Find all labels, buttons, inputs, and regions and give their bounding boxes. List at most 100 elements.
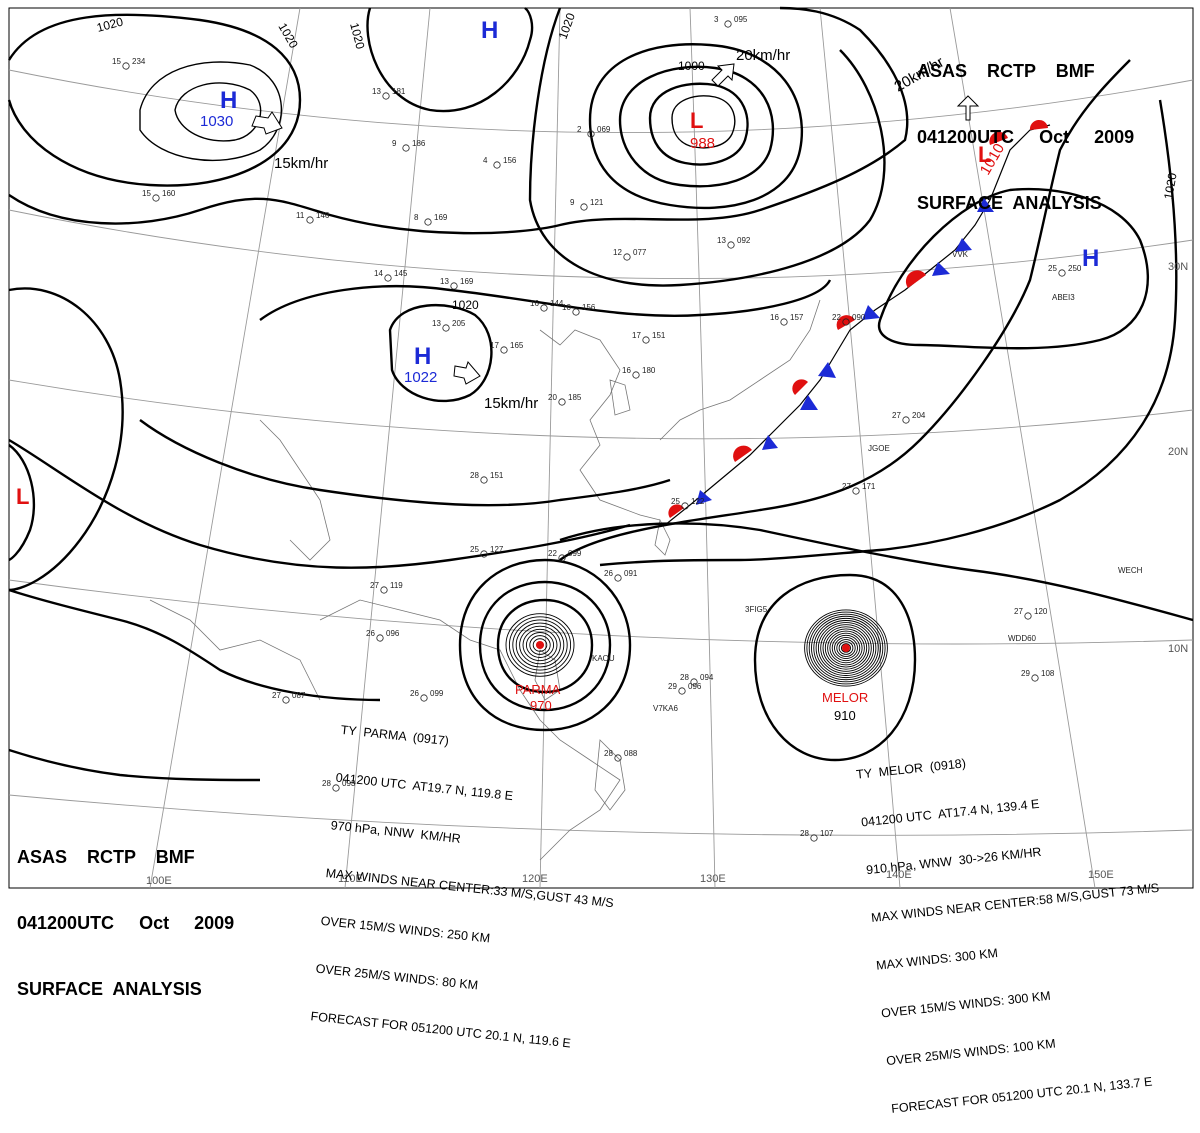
station-circle-icon <box>1031 674 1039 682</box>
typhoon-isobar-ring <box>813 617 879 679</box>
station-plot: 17 165 <box>490 341 524 354</box>
isobar-labels: 1020 1020 1020 1020 1000 1020 1020 <box>95 11 1179 312</box>
header-subtitle: SURFACE ANALYSIS <box>917 193 1102 213</box>
typhoon-25ms-radius: OVER 25M/S WINDS: 80 KM <box>315 961 479 993</box>
typhoon-parma-info: TY PARMA (0917) 041200 UTC AT19.7 N, 119… <box>308 690 633 1070</box>
station-circle-icon <box>558 398 566 406</box>
station-pressure: 205 <box>452 319 466 328</box>
typhoon-isobar-ring <box>515 622 565 668</box>
station-plot: 10 156 <box>562 303 596 316</box>
station-pressure: 156 <box>582 303 596 312</box>
header-datetime: 041200UTC Oct 2009 <box>917 127 1135 147</box>
station-plot: 27 120 <box>1014 607 1048 620</box>
station-temperature: 27 <box>892 411 901 420</box>
station-pressure: 250 <box>1068 264 1082 273</box>
low-center-marker: L <box>978 142 991 167</box>
isobar-label: 1020 <box>452 298 479 312</box>
station-temperature: 12 <box>613 248 622 257</box>
high-center-marker: H <box>481 17 498 44</box>
station-temperature: 8 <box>414 213 419 222</box>
station-plot: 25 122 <box>671 497 705 510</box>
station-circle-icon <box>500 346 508 354</box>
typhoon-isobar-ring <box>529 635 551 655</box>
station-plot: 27 119 <box>370 581 403 594</box>
station-plot: 3 095 <box>714 15 748 28</box>
station-temperature: 28 <box>470 471 479 480</box>
station-circle-icon <box>587 130 595 138</box>
typhoon-pressure-movement: 910 hPa, WNW 30->26 KM/HR <box>865 844 1043 878</box>
isobar-label: 1000 <box>678 59 705 73</box>
typhoon-forecast: FORECAST FOR 051200 UTC 20.1 N, 119.6 E <box>309 1009 572 1051</box>
station-pressure: 146 <box>316 211 330 220</box>
station-plot: 17 151 <box>632 331 666 344</box>
lon-label: 110E <box>338 873 363 885</box>
coastlines <box>149 299 821 861</box>
station-id: VVK <box>952 250 969 259</box>
station-plot: 12 077 <box>613 248 647 261</box>
typhoon-isobar-ring <box>519 625 561 665</box>
stationary-front <box>664 119 1051 526</box>
typhoon-15ms-radius: OVER 15M/S WINDS: 250 KM <box>320 913 491 946</box>
warm-front-semicircle <box>668 504 684 518</box>
station-pressure: 108 <box>1041 669 1055 678</box>
station-temperature: 3 <box>714 15 719 24</box>
station-circle-icon <box>450 282 458 290</box>
station-circle-icon <box>122 62 130 70</box>
typhoon-isobar-ring <box>829 632 863 664</box>
motion-arrow-icon <box>956 95 980 121</box>
high-center-marker: H <box>1082 245 1099 272</box>
typhoon-isobar-ring <box>831 634 861 662</box>
station-temperature: 27 <box>272 691 281 700</box>
station-circle-icon <box>152 194 160 202</box>
station-pressure: 127 <box>490 545 504 554</box>
station-circle-icon <box>681 502 689 510</box>
station-plot: 27 204 <box>892 411 926 424</box>
station-pressure: 091 <box>624 569 638 578</box>
typhoon-isobar-ring <box>508 616 572 674</box>
station-temperature: 28 <box>680 673 689 682</box>
typhoon-isobar-ring <box>505 613 575 677</box>
station-temperature: 26 <box>410 689 419 698</box>
typhoon-pressure-movement: 970 hPa, NNW KM/HR <box>330 818 462 846</box>
station-temperature: 17 <box>632 331 641 340</box>
motion-arrow-icon <box>251 111 283 135</box>
station-plot: 27 171 <box>842 482 876 495</box>
typhoon-isobar-ring <box>525 632 555 658</box>
station-circle-icon <box>614 754 622 762</box>
lon-label: 100E <box>146 875 172 887</box>
typhoon-forecast: FORECAST FOR 051200 UTC 20.1 N, 133.7 E <box>890 1074 1153 1116</box>
station-temperature: 14 <box>374 269 383 278</box>
station-pressure: 169 <box>434 213 448 222</box>
station-temperature: 16 <box>530 299 539 308</box>
typhoon-isobar-ring <box>827 630 865 666</box>
station-pressure: 093 <box>342 779 356 788</box>
station-circle-icon <box>902 416 910 424</box>
station-pressure: 165 <box>510 341 524 350</box>
station-pressure: 160 <box>162 189 176 198</box>
warm-front-semicircle <box>1029 119 1048 130</box>
cold-front-triangle <box>932 262 950 276</box>
station-temperature: 9 <box>392 139 397 148</box>
typhoon-isobar-ring <box>822 626 870 670</box>
station-circle-icon <box>632 371 640 379</box>
isobar-label: 1020 <box>347 21 368 51</box>
station-temperature: 11 <box>296 211 305 220</box>
station-temperature: 4 <box>483 156 488 165</box>
lon-label: 130E <box>700 873 726 885</box>
typhoon-isobar-ring <box>836 639 856 657</box>
header-title: ASAS RCTP BMF <box>917 61 1095 81</box>
station-plot: 22 099 <box>548 549 582 562</box>
station-pressure: 122 <box>691 497 705 506</box>
high-center-marker: H <box>414 343 431 370</box>
station-plot: 25 127 <box>470 545 504 558</box>
typhoon-isobar-ring <box>838 641 854 655</box>
typhoon-isobar-ring <box>815 620 877 676</box>
station-circle-icon <box>493 161 501 169</box>
lon-label: 120E <box>522 873 548 885</box>
station-circle-icon <box>376 634 384 642</box>
station-pressure: 204 <box>912 411 926 420</box>
typhoon-25ms-radius: OVER 25M/S WINDS: 100 KM <box>885 1036 1057 1069</box>
station-id: JGOE <box>868 444 890 453</box>
high-pressure-value: 1022 <box>404 369 437 386</box>
